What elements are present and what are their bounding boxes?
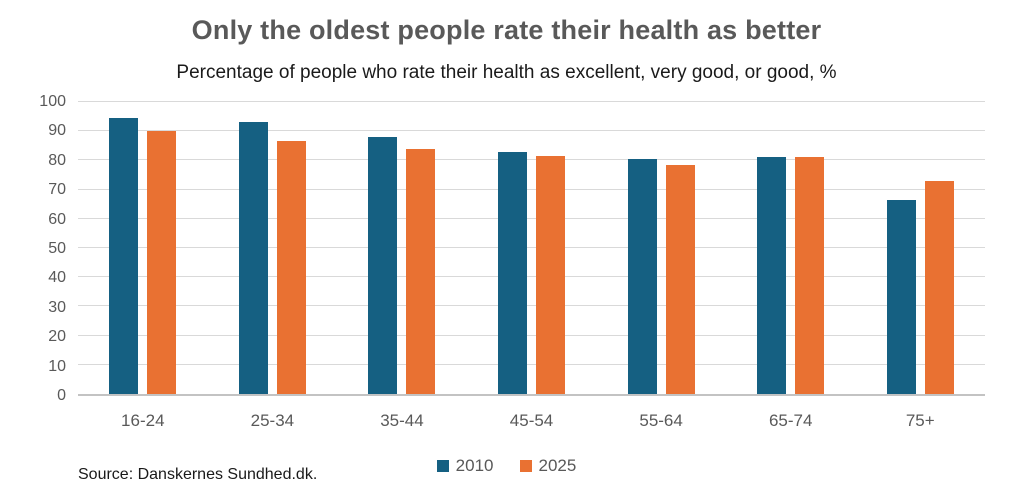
legend-item-2010: 2010	[436, 456, 494, 476]
bar-group-45-54	[467, 102, 597, 394]
legend-label-2010: 2010	[455, 456, 494, 475]
bar-2010-16-24	[109, 118, 139, 394]
y-tick-label-60: 60	[48, 210, 66, 228]
bar-2025-65-74	[795, 157, 825, 394]
x-label-75+: 75+	[905, 411, 935, 430]
y-tick-label-20: 20	[48, 328, 66, 346]
bar-2010-25-34	[238, 122, 268, 394]
y-tick-label-90: 90	[48, 122, 66, 140]
bar-series-container	[78, 102, 985, 394]
source-note: Source: Danskernes Sundhed.dk.	[78, 466, 318, 483]
y-tick-label-40: 40	[48, 269, 66, 287]
y-tick-label-70: 70	[48, 181, 66, 199]
legend-item-2025: 2025	[519, 456, 577, 476]
bar-2025-35-44	[406, 148, 436, 394]
y-axis-tick-labels: 0 10 20 30 40 50 60 70 80 90 100	[0, 93, 66, 404]
bar-2010-65-74	[757, 157, 787, 394]
bar-2010-45-54	[498, 151, 528, 394]
y-tick-label-80: 80	[48, 151, 66, 169]
bar-2025-25-34	[276, 141, 306, 394]
chart-title: Only the oldest people rate their health…	[191, 15, 822, 45]
x-label-45-54: 45-54	[509, 411, 554, 430]
y-tick-label-10: 10	[48, 357, 66, 375]
bar-group-25-34	[208, 102, 338, 394]
gridline-80	[78, 159, 985, 161]
bar-2010-75+	[886, 199, 916, 394]
bar-group-55-64	[596, 102, 726, 394]
bar-2025-55-64	[665, 164, 695, 394]
gridline-50	[78, 247, 985, 248]
legend: 2010 2025	[0, 456, 1013, 476]
chart-subtitle: Percentage of people who rate their heal…	[176, 62, 837, 83]
legend-swatch-2010	[436, 460, 449, 472]
y-tick-label-0: 0	[57, 387, 66, 404]
gridline-10	[78, 363, 985, 365]
legend-label-2025: 2025	[538, 456, 577, 475]
x-label-35-44: 35-44	[380, 411, 424, 430]
x-label-65-74: 65-74	[768, 411, 813, 430]
gridline-40	[78, 276, 985, 278]
x-label-25-34: 25-34	[250, 411, 295, 430]
x-label-16-24: 16-24	[121, 411, 165, 430]
bar-2025-16-24	[147, 131, 177, 394]
bar-2010-55-64	[627, 158, 657, 394]
bar-group-35-44	[337, 102, 467, 394]
y-tick-label-50: 50	[48, 240, 66, 257]
gridline-60	[78, 217, 985, 219]
x-label-55-64: 55-64	[639, 411, 683, 430]
gridline-90	[78, 130, 985, 132]
bar-group-75+	[855, 102, 985, 394]
x-axis-category-labels: 16-24 25-34 35-44 45-54 55-64 65-74 75+	[78, 411, 985, 431]
gridline-30	[78, 305, 985, 307]
bar-group-65-74	[726, 102, 856, 394]
plot-area	[78, 101, 985, 396]
gridline-70	[78, 188, 985, 190]
gridline-100	[78, 101, 985, 102]
bar-2025-75+	[924, 180, 954, 394]
bar-group-16-24	[78, 102, 208, 394]
y-tick-label-100: 100	[39, 93, 66, 110]
y-tick-label-30: 30	[48, 298, 66, 316]
gridline-20	[78, 334, 985, 336]
bar-2010-35-44	[368, 137, 398, 394]
bar-2025-45-54	[536, 156, 566, 394]
legend-swatch-2025	[519, 460, 532, 472]
